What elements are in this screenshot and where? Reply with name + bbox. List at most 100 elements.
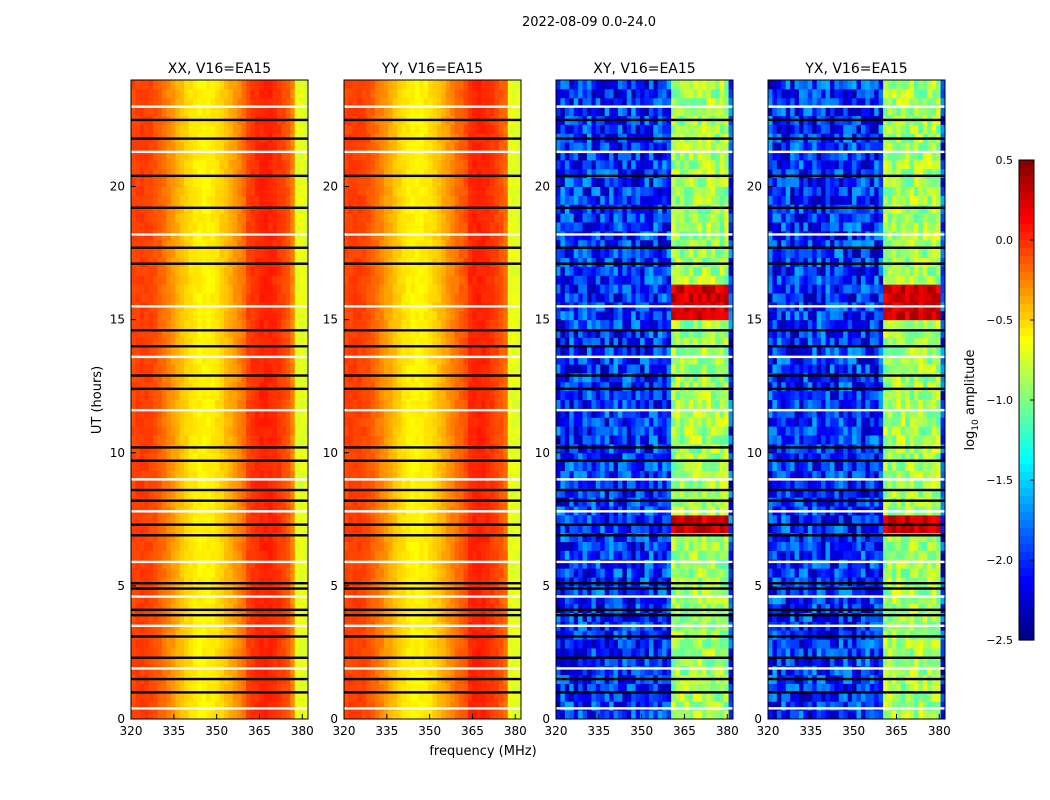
heatmap-cell (352, 479, 358, 489)
heatmap-cell (467, 364, 473, 374)
heatmap-cell (299, 585, 305, 596)
heatmap-cell (268, 222, 274, 232)
heatmap-cell (294, 568, 300, 578)
heatmap-cell (405, 452, 411, 463)
flagged-row (131, 510, 308, 513)
heatmap-cell (294, 159, 300, 170)
heatmap-cell (476, 435, 482, 445)
heatmap-cell (366, 372, 372, 383)
heatmap-cell (516, 630, 522, 640)
heatmap-cell (241, 648, 247, 658)
heatmap-cell (210, 372, 216, 383)
heatmap-cell (481, 328, 487, 338)
heatmap-cell (237, 364, 243, 374)
heatmap-cell (268, 532, 274, 543)
heatmap-cell (157, 266, 163, 276)
heatmap-cell (299, 470, 305, 480)
heatmap-cell (397, 372, 403, 383)
heatmap-cell (153, 426, 159, 436)
heatmap-cell (379, 355, 385, 365)
heatmap-cell (268, 266, 274, 276)
heatmap-cell (135, 523, 141, 534)
heatmap-cell (388, 541, 394, 551)
panel-title: YY, V16=EA15 (381, 61, 483, 77)
heatmap-cell (498, 346, 504, 356)
heatmap-cell (139, 426, 145, 436)
heatmap-cell (454, 656, 460, 667)
heatmap-cell (153, 222, 159, 232)
heatmap-cell (432, 381, 438, 392)
heatmap-cell (361, 523, 367, 534)
heatmap-cell (344, 648, 349, 658)
heatmap-cell (281, 364, 287, 374)
heatmap-cell (397, 692, 403, 702)
heatmap-cell (219, 390, 225, 400)
heatmap-cell (241, 568, 247, 578)
heatmap-cell (419, 417, 425, 427)
heatmap-cell (344, 381, 349, 392)
heatmap-cell (450, 594, 456, 605)
heatmap-cell (290, 470, 296, 480)
heatmap-cell (131, 186, 136, 196)
heatmap-cell (361, 372, 367, 383)
heatmap-cell (232, 328, 238, 338)
heatmap-cell (139, 683, 145, 693)
heatmap-cell (250, 488, 256, 498)
heatmap-cell (281, 213, 287, 223)
heatmap-cell (201, 426, 207, 436)
heatmap-cell (250, 568, 256, 578)
heatmap-cell (179, 88, 185, 99)
heatmap-cell (219, 612, 225, 622)
heatmap-cell (348, 577, 354, 587)
heatmap-cell (259, 195, 265, 205)
heatmap-cell (441, 355, 447, 365)
heatmap-cell (254, 372, 260, 383)
heatmap-cell (175, 88, 181, 99)
heatmap-cell (144, 594, 150, 605)
heatmap-cell (250, 80, 256, 90)
heatmap-cell (210, 550, 216, 560)
heatmap-cell (441, 417, 447, 427)
heatmap-cell (281, 648, 287, 658)
heatmap-cell (223, 284, 229, 294)
heatmap-cell (277, 612, 282, 622)
heatmap-cell (201, 372, 207, 383)
heatmap-cell (428, 417, 433, 427)
heatmap-cell (445, 435, 451, 445)
heatmap-cell (144, 328, 150, 338)
heatmap-cell (268, 470, 274, 480)
heatmap-cell (184, 656, 190, 667)
heatmap-cell (131, 106, 136, 117)
heatmap-cell (410, 692, 416, 702)
heatmap-cell (498, 514, 504, 525)
heatmap-cell (201, 195, 207, 205)
heatmap-cell (281, 568, 287, 578)
heatmap-cell (268, 293, 274, 303)
heatmap-cell (294, 88, 300, 99)
heatmap-cell (498, 532, 504, 543)
heatmap-cell (352, 585, 358, 596)
heatmap-cell (290, 168, 296, 179)
heatmap-cell (383, 639, 389, 649)
heatmap-cell (232, 399, 238, 409)
heatmap-cell (223, 710, 229, 720)
heatmap-cell (348, 310, 354, 321)
heatmap-cell (285, 106, 291, 117)
heatmap-cell (472, 319, 478, 330)
heatmap-cell (148, 656, 154, 667)
heatmap-cell (357, 372, 363, 383)
heatmap-cell (285, 346, 291, 356)
x-tick-label: 320 (120, 724, 143, 738)
heatmap-cell (436, 523, 442, 534)
heatmap-cell (290, 124, 296, 134)
heatmap-cell (179, 390, 185, 400)
heatmap-cell (161, 568, 167, 578)
heatmap-cell (219, 665, 225, 676)
heatmap-cell (397, 266, 403, 276)
heatmap-cell (210, 514, 216, 525)
heatmap-cell (228, 435, 234, 445)
heatmap-cell (361, 541, 367, 551)
heatmap-cell (259, 381, 265, 392)
heatmap-cell (166, 142, 172, 152)
heatmap-cell (401, 532, 407, 543)
